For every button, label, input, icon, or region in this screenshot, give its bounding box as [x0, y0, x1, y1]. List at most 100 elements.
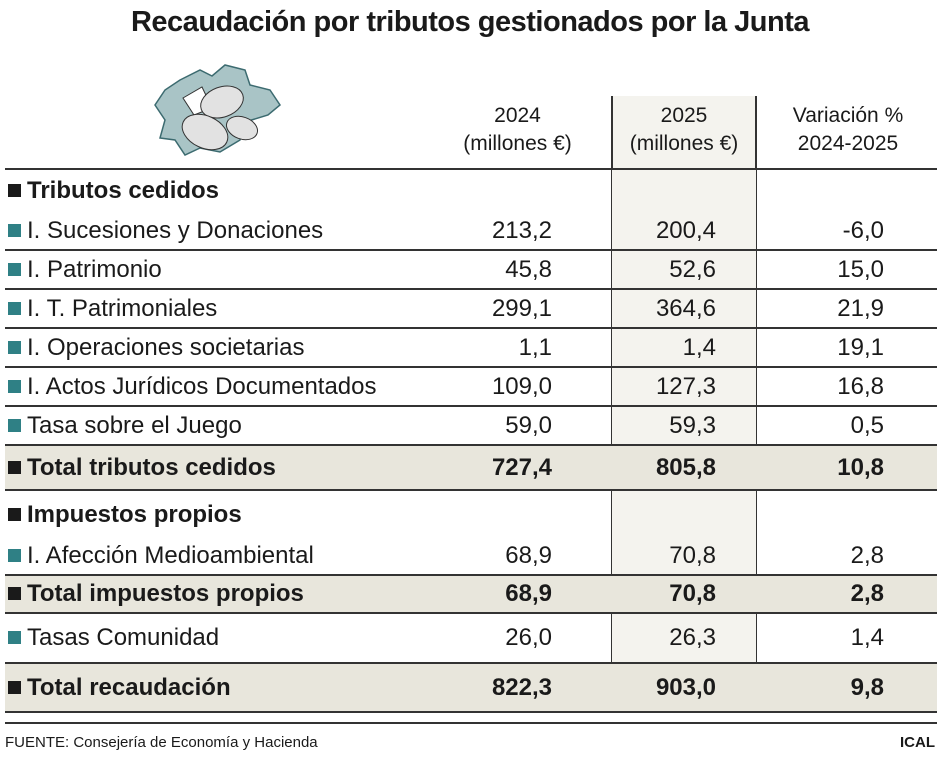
cell-v2024: 109,0 — [445, 367, 612, 407]
cell-v2024: 59,0 — [445, 406, 612, 446]
cell-var: 1,4 — [756, 613, 937, 664]
table-row: I. Patrimonio 45,8 52,6 15,0 — [5, 250, 937, 290]
cell-v2025: 200,4 — [612, 212, 756, 251]
row-label-text: Total impuestos propios — [27, 580, 304, 607]
table-row: I. Actos Jurídicos Documentados 109,0 127,… — [5, 367, 937, 407]
cell-v2024: 213,2 — [445, 212, 612, 251]
cell-v2024 — [445, 490, 612, 538]
table-row: Tasa sobre el Juego 59,0 59,3 0,5 — [5, 406, 937, 446]
row-label: I. Patrimonio — [5, 250, 445, 290]
row-label: Total recaudación — [5, 663, 445, 713]
header-variation: Variación % 2024-2025 — [756, 102, 940, 158]
cell-v2025 — [612, 170, 756, 212]
row-label-text: Impuestos propios — [27, 500, 242, 528]
row-label-text: I. Patrimonio — [27, 255, 162, 283]
cell-v2025: 1,4 — [612, 328, 756, 368]
bullet-square-icon — [8, 418, 21, 432]
total-row: Total impuestos propios 68,9 70,8 2,8 — [5, 575, 937, 614]
row-label-text: Tributos cedidos — [27, 177, 220, 204]
cell-v2024: 68,9 — [445, 538, 612, 576]
header-variation-period: 2024-2025 — [797, 132, 899, 155]
bullet-square-icon — [8, 184, 21, 198]
row-label: Tributos cedidos — [5, 170, 445, 212]
cell-var — [756, 170, 937, 212]
cell-v2025: 364,6 — [612, 289, 756, 329]
bullet-square-icon — [8, 680, 21, 694]
brand-credit: ICAL — [900, 734, 935, 751]
cell-v2025: 805,8 — [612, 445, 756, 491]
cell-var: 19,1 — [756, 328, 937, 368]
cell-var: 9,8 — [756, 663, 937, 713]
table-row: I. Afección Medioambiental 68,9 70,8 2,8 — [5, 538, 937, 576]
table-row: I. Operaciones societarias 1,1 1,4 19,1 — [5, 328, 937, 368]
row-label: I. Operaciones societarias — [5, 328, 445, 368]
header-2024-unit: (millones €) — [463, 132, 572, 155]
section-row: Tributos cedidos — [5, 170, 937, 212]
row-label-text: I. Actos Jurídicos Documentados — [27, 372, 377, 400]
bullet-square-icon — [8, 631, 21, 645]
cell-v2025 — [612, 490, 756, 538]
row-label: I. Actos Jurídicos Documentados — [5, 367, 445, 407]
source-note: FUENTE: Consejería de Economía y Haciend… — [5, 734, 318, 751]
row-label: I. T. Patrimoniales — [5, 289, 445, 329]
row-label-text: Tasas Comunidad — [27, 624, 220, 651]
row-label: Tasa sobre el Juego — [5, 406, 445, 446]
header-2025-year: 2025 — [660, 104, 708, 127]
cell-var — [756, 490, 937, 538]
total-row: Total recaudación 822,3 903,0 9,8 — [5, 663, 937, 713]
cell-v2024: 1,1 — [445, 328, 612, 368]
cell-v2025: 70,8 — [612, 538, 756, 576]
row-label: Impuestos propios — [5, 490, 445, 538]
bullet-square-icon — [8, 340, 21, 354]
row-label: Total tributos cedidos — [5, 445, 445, 491]
cell-v2024: 26,0 — [445, 613, 612, 664]
cell-v2025: 59,3 — [612, 406, 756, 446]
table-row: Tasas Comunidad 26,0 26,3 1,4 — [5, 613, 937, 664]
cell-v2025: 903,0 — [612, 663, 756, 713]
header-variation-label: Variación % — [792, 104, 904, 127]
row-label: I. Sucesiones y Donaciones — [5, 212, 445, 251]
bullet-square-icon — [8, 379, 21, 393]
row-label-text: I. Operaciones societarias — [27, 333, 305, 361]
revenue-table: Tributos cedidos I. Sucesiones y Donacion… — [5, 170, 937, 713]
cell-v2024: 299,1 — [445, 289, 612, 329]
cell-v2025: 70,8 — [612, 575, 756, 614]
bullet-square-icon — [8, 301, 21, 315]
row-label: Tasas Comunidad — [5, 613, 445, 664]
row-label: Total impuestos propios — [5, 575, 445, 614]
row-label-text: Tasa sobre el Juego — [27, 411, 242, 439]
bullet-square-icon — [8, 507, 21, 521]
cell-v2025: 52,6 — [612, 250, 756, 290]
cell-var: 2,8 — [756, 538, 937, 576]
bullet-square-icon — [8, 549, 21, 563]
bullet-square-icon — [8, 587, 21, 601]
header-2024: 2024 (millones €) — [445, 102, 590, 158]
row-label-text: I. Sucesiones y Donaciones — [27, 216, 324, 244]
divider — [5, 168, 937, 170]
cell-v2024: 727,4 — [445, 445, 612, 491]
bullet-square-icon — [8, 262, 21, 276]
row-label-text: I. T. Patrimoniales — [27, 294, 218, 322]
cell-var: 0,5 — [756, 406, 937, 446]
cell-var: 21,9 — [756, 289, 937, 329]
cell-var: 16,8 — [756, 367, 937, 407]
section-row: Impuestos propios — [5, 490, 937, 538]
cell-v2024: 822,3 — [445, 663, 612, 713]
header-2025-unit: (millones €) — [629, 132, 739, 155]
cell-v2024: 68,9 — [445, 575, 612, 614]
divider — [5, 722, 937, 724]
cell-v2025: 26,3 — [612, 613, 756, 664]
cell-v2024: 45,8 — [445, 250, 612, 290]
row-label-text: Total tributos cedidos — [27, 453, 276, 481]
total-row: Total tributos cedidos 727,4 805,8 10,8 — [5, 445, 937, 491]
page-title: Recaudación por tributos gestionados por… — [130, 6, 810, 38]
cell-v2025: 127,3 — [612, 367, 756, 407]
bullet-square-icon — [8, 223, 21, 237]
row-label-text: Total recaudación — [27, 673, 231, 701]
cell-var: 2,8 — [756, 575, 937, 614]
row-label-text: I. Afección Medioambiental — [27, 542, 314, 569]
cell-v2024 — [445, 170, 612, 212]
table-row: I. T. Patrimoniales 299,1 364,6 21,9 — [5, 289, 937, 329]
row-label: I. Afección Medioambiental — [5, 538, 445, 576]
